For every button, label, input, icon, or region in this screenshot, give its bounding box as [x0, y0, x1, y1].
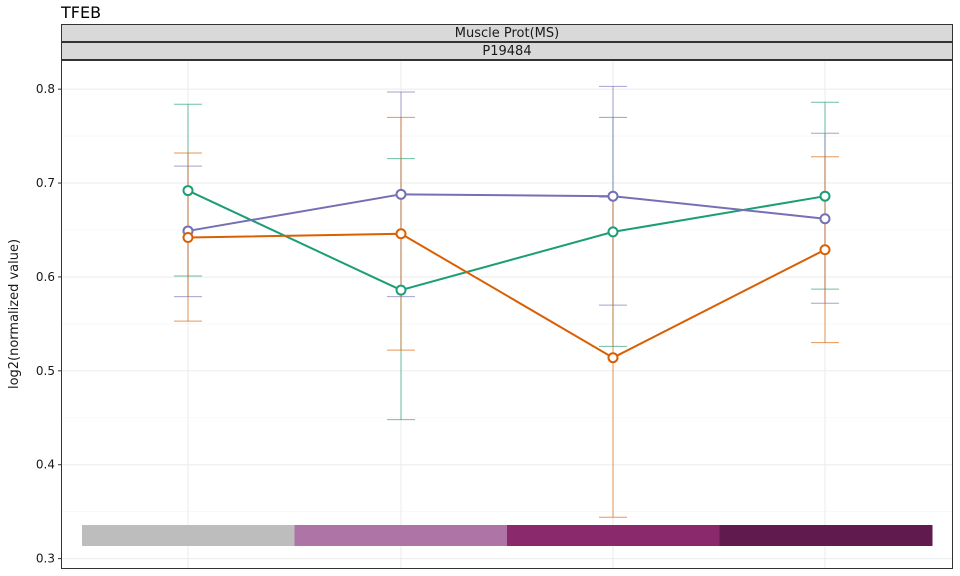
y-tick-label: 0.8: [36, 82, 55, 96]
strip-label-1: Muscle Prot(MS): [455, 26, 559, 41]
y-tick-label: 0.4: [36, 458, 55, 472]
series-points: [182, 185, 831, 364]
facet-strips: Muscle Prot(MS) P19484: [61, 24, 953, 60]
data-point: [607, 352, 619, 364]
strip-box-2: [61, 42, 953, 60]
series-line: [187, 189, 826, 292]
data-point: [819, 213, 831, 225]
data-point: [395, 228, 407, 240]
panel-background: [61, 60, 953, 569]
strip-box-1: [61, 24, 953, 42]
data-point: [819, 244, 831, 256]
y-axis: 0.3 0.4 0.5 0.6 0.7 0.8: [36, 82, 62, 566]
group-color-bar: [82, 525, 933, 546]
series-line: [187, 193, 826, 232]
series-line: [187, 232, 826, 359]
y-tick-label: 0.6: [36, 270, 55, 284]
data-point: [182, 232, 194, 244]
y-axis-label: log2(normalized value): [7, 239, 22, 389]
data-point: [607, 190, 619, 202]
color-bar-segment: [507, 525, 720, 546]
data-point: [182, 185, 194, 197]
color-bar-segment: [719, 525, 933, 546]
y-tick-label: 0.7: [36, 176, 55, 190]
data-point: [819, 190, 831, 202]
y-tick-label: 0.5: [36, 364, 55, 378]
color-bar-segment: [82, 525, 295, 546]
strip-label-2: P19484: [482, 44, 531, 59]
series-lines: [187, 189, 826, 359]
data-point: [395, 284, 407, 296]
data-point: [395, 188, 407, 200]
color-bar-segment: [294, 525, 508, 546]
plot-title: TFEB: [61, 3, 102, 22]
y-tick-label: 0.3: [36, 552, 55, 566]
data-point: [607, 226, 619, 238]
